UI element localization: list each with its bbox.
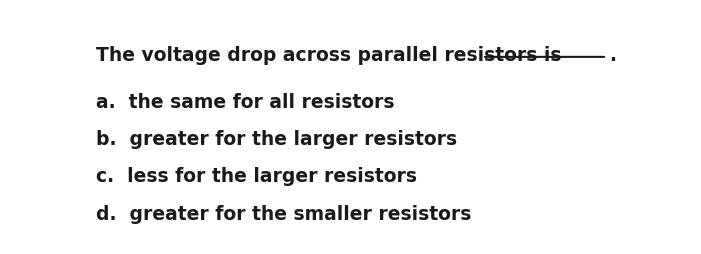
Text: The voltage drop across parallel resistors is: The voltage drop across parallel resisto…: [96, 46, 562, 65]
Text: c.  less for the larger resistors: c. less for the larger resistors: [96, 167, 417, 186]
Text: a.  the same for all resistors: a. the same for all resistors: [96, 93, 394, 112]
Text: b.  greater for the larger resistors: b. greater for the larger resistors: [96, 130, 457, 149]
Text: .: .: [609, 46, 616, 65]
Text: d.  greater for the smaller resistors: d. greater for the smaller resistors: [96, 204, 471, 224]
